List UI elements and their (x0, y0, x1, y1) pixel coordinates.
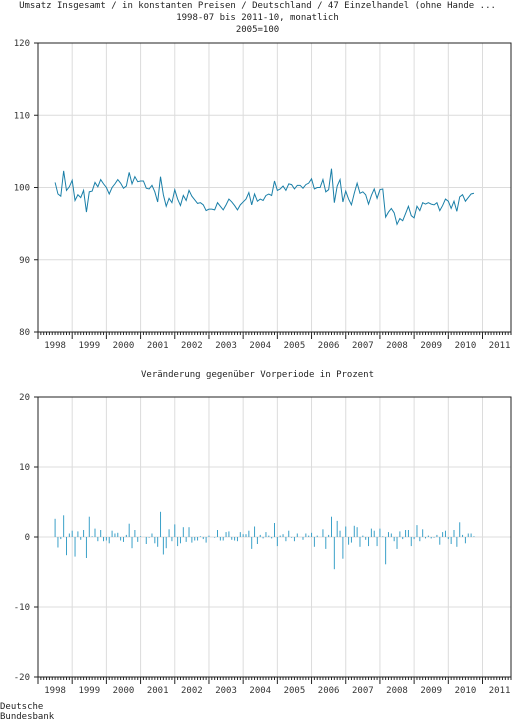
x-tick-label: 2004 (249, 686, 271, 696)
chart-subtitle: 1998-07 bis 2011-10, monatlich (176, 13, 339, 23)
x-tick-label: 2008 (386, 686, 408, 696)
x-tick-label: 2003 (215, 686, 237, 696)
x-tick-label: 2005 (284, 341, 306, 351)
y-tick-label: 110 (14, 111, 30, 121)
plot-frame (37, 42, 512, 333)
x-tick-label: 2000 (113, 686, 135, 696)
y-tick-label: 10 (19, 463, 30, 473)
header: Umsatz Insgesamt / in konstanten Preisen… (0, 0, 515, 36)
level-line-chart: 80 90 100 110 120 1998 1999 2000 2001 2002 2003 200… (14, 39, 512, 351)
x-tick-label: 2002 (181, 341, 203, 351)
x-tick-label: 1998 (44, 341, 66, 351)
bottom-chart-title: Veränderung gegenüber Vorperiode in Proz… (141, 370, 374, 380)
y-tick-label: 20 (19, 393, 30, 403)
series-line (54, 168, 475, 226)
x-tick-label: 2005 (284, 686, 306, 696)
y-tick-label: 100 (14, 184, 30, 194)
x-tick-label: 1999 (78, 686, 100, 696)
x-tick-label: 2011 (489, 341, 511, 351)
y-tick-label: -20 (14, 673, 30, 683)
x-tick-label: 2009 (420, 686, 442, 696)
x-tick-label: 2010 (455, 341, 477, 351)
x-tick-label: 2003 (215, 341, 237, 351)
x-tick-label: 2001 (147, 686, 169, 696)
x-tick-label: 2011 (489, 686, 511, 696)
y-tick-label: 90 (19, 256, 30, 266)
y-tick-label: -10 (14, 603, 30, 613)
plot-frame (37, 396, 512, 678)
x-tick-label: 2006 (318, 686, 340, 696)
x-tick-label: 1998 (44, 686, 66, 696)
x-tick-label: 2008 (386, 341, 408, 351)
x-tick-label: 1999 (78, 341, 100, 351)
x-tick-label: 2000 (113, 341, 135, 351)
x-tick-label: 2001 (147, 341, 169, 351)
y-tick-label: 0 (25, 533, 30, 543)
x-tick-label: 2007 (352, 686, 374, 696)
x-tick-label: 2009 (420, 341, 442, 351)
y-tick-label: 80 (19, 328, 30, 338)
source-label: Deutsche Bundesbank (0, 702, 55, 722)
chart-base: 2005=100 (235, 25, 280, 35)
chart-title: Umsatz Insgesamt / in konstanten Preisen… (19, 1, 496, 11)
x-tick-label: 2002 (181, 686, 203, 696)
x-tick-label: 2007 (352, 341, 374, 351)
x-tick-label: 2006 (318, 341, 340, 351)
y-tick-label: 120 (14, 39, 30, 49)
x-tick-label: 2004 (249, 341, 271, 351)
x-tick-label: 2010 (455, 686, 477, 696)
change-bar-chart: -20 -10 0 10 20 1998 1999 2000 2001 2002 2003 2004 2… (14, 393, 512, 696)
